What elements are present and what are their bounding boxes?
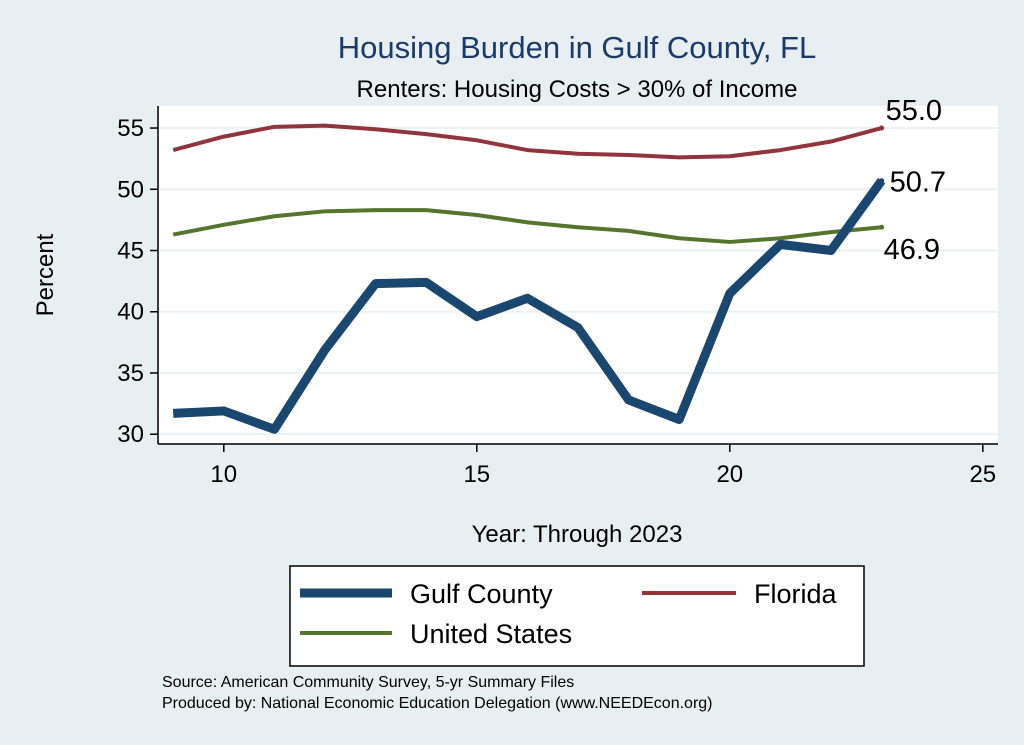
plot-area <box>158 106 998 444</box>
x-tick-label: 15 <box>463 461 490 488</box>
end-labels: 50.7 55.0 46.9 <box>884 95 946 266</box>
series-end-point-gulf-county <box>879 178 885 184</box>
chart-title: Housing Burden in Gulf County, FL <box>338 30 816 65</box>
y-axis-title: Percent <box>32 233 59 316</box>
legend: Gulf County Florida United States <box>289 565 865 667</box>
series-line-gulf-county <box>172 178 886 434</box>
legend-label-united-states: United States <box>410 619 572 649</box>
legend-label-gulf-county: Gulf County <box>410 579 553 609</box>
series-end-point-united-states <box>879 224 885 230</box>
legend-box <box>289 565 865 667</box>
legend-label-florida: Florida <box>754 579 838 609</box>
chart-subtitle: Renters: Housing Costs > 30% of Income <box>357 76 798 103</box>
y-tick-label: 30 <box>117 421 144 448</box>
x-tick-label: 20 <box>716 461 743 488</box>
y-tick-label: 50 <box>117 176 144 203</box>
gridlines <box>158 127 998 436</box>
y-tick-label: 55 <box>117 115 144 142</box>
series-line-united-states <box>172 208 882 244</box>
data-label-united-states: 46.9 <box>884 234 940 266</box>
axes: 30 35 40 45 50 55 10 15 20 25 <box>117 106 998 488</box>
series-line-florida <box>172 123 883 160</box>
y-tick-label: 40 <box>117 299 144 326</box>
data-label-gulf-county: 50.7 <box>890 167 946 199</box>
y-tick-label: 35 <box>117 360 144 387</box>
series-end-point-florida <box>879 125 885 131</box>
source-note: Source: American Community Survey, 5-yr … <box>162 674 574 691</box>
series-group <box>172 123 886 434</box>
x-axis-title: Year: Through 2023 <box>472 521 683 548</box>
data-label-florida: 55.0 <box>886 95 942 127</box>
x-tick-label: 10 <box>210 461 237 488</box>
x-tick-label: 25 <box>969 461 996 488</box>
y-tick-label: 45 <box>117 238 144 265</box>
produced-by-note: Produced by: National Economic Education… <box>162 695 713 712</box>
